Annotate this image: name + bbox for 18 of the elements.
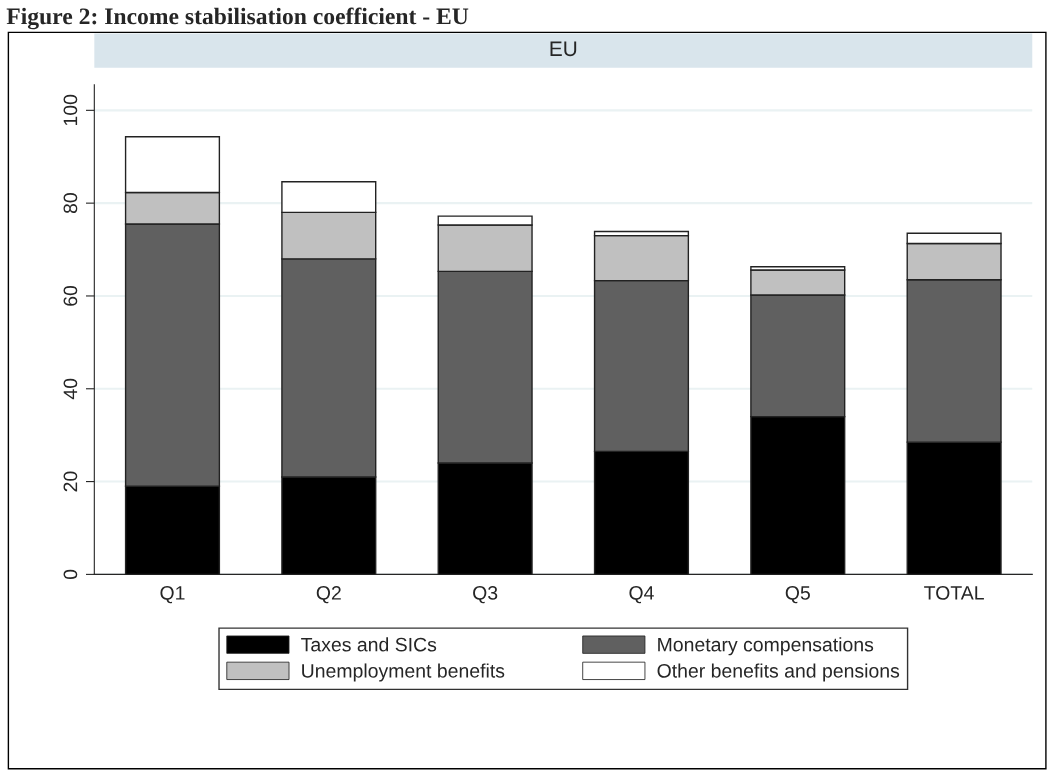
y-tick-label: 20 [63,471,78,492]
legend-label: Unemployment benefits [302,663,505,682]
x-tick-label: TOTAL [924,586,984,600]
legend-label: Monetary compensations [658,637,874,656]
chart-subtitle: EU [550,41,577,57]
x-tick-label: Q1 [160,586,185,604]
y-tick-label: 100 [63,94,78,126]
legend-label: Taxes and SICs [301,637,437,652]
y-tick-label: 60 [63,285,78,306]
legend-label: Other benefits and pensions [657,663,900,682]
y-tick-label: 80 [63,193,78,214]
y-tick-label: 40 [63,378,78,400]
x-tick-label: Q3 [473,586,498,604]
y-tick-label: 0 [63,569,78,580]
x-tick-label: Q5 [785,586,810,604]
x-tick-label: Q2 [316,586,341,604]
x-tick-label: Q4 [629,586,654,604]
chart-title: Figure 2: Income stabilisation coefficient - EU [6,7,469,30]
